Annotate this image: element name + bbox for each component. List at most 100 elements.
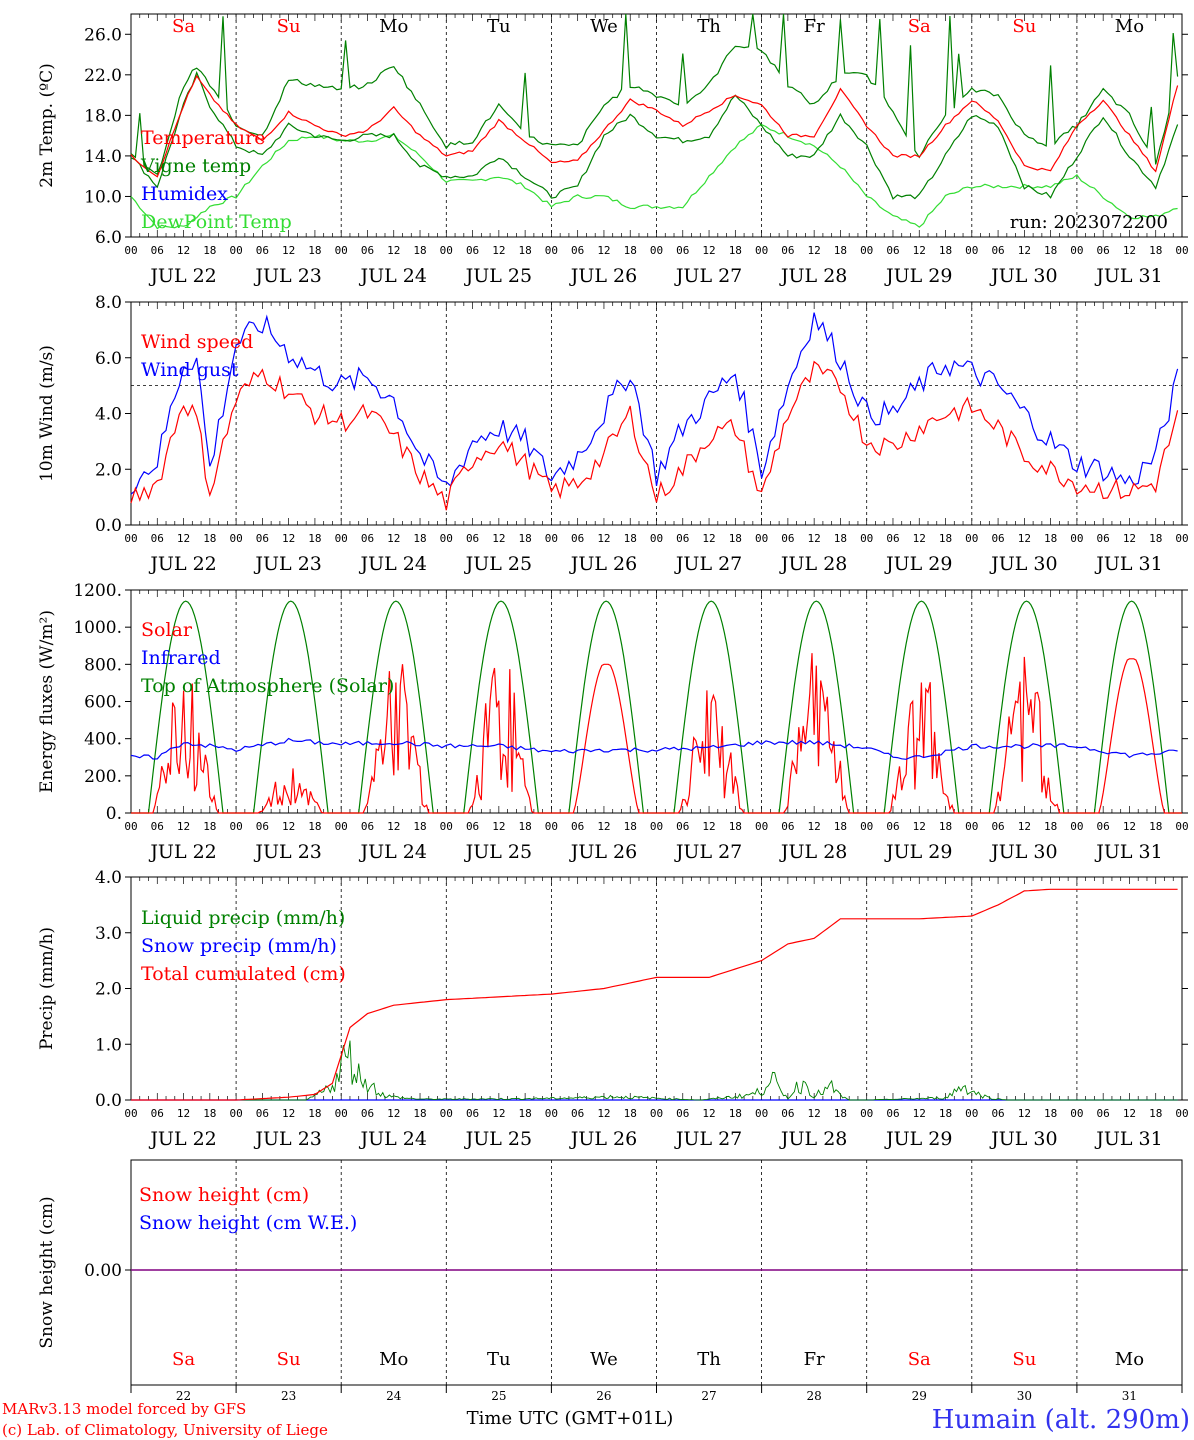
series-wind-speed (130, 360, 1179, 511)
hour-tick-label: 06 (151, 1107, 164, 1120)
hour-tick-label: 18 (308, 244, 321, 257)
y-tick-label: 2.0 (95, 980, 122, 1000)
hour-tick-label: 18 (624, 244, 637, 257)
y-tick-label: 8.0 (95, 293, 122, 313)
day-number-label: 26 (596, 1389, 611, 1403)
date-label: JUL 28 (779, 841, 847, 863)
y-tick-label: 14.0 (84, 147, 122, 167)
legend-entry: Temperature (141, 127, 265, 149)
hour-tick-label: 06 (676, 532, 689, 545)
date-label: JUL 26 (569, 553, 637, 575)
weekday-label: Su (1012, 1349, 1036, 1370)
hour-tick-label: 18 (729, 820, 742, 833)
hour-tick-label: 06 (1097, 820, 1110, 833)
weekday-label: Mo (1115, 16, 1144, 37)
y-tick-label: 2.0 (95, 460, 122, 480)
weekday-label: Fr (804, 16, 825, 37)
date-label: JUL 27 (674, 265, 742, 287)
hour-tick-label: 12 (492, 820, 505, 833)
hour-tick-label: 18 (308, 820, 321, 833)
date-label: JUL 31 (1094, 841, 1162, 863)
hour-tick-label: 06 (151, 244, 164, 257)
hour-tick-label: 06 (361, 1107, 374, 1120)
legend-entry: DewPoint Temp (141, 211, 292, 233)
hour-tick-label: 06 (151, 532, 164, 545)
weekday-label: Mo (379, 16, 408, 37)
station-title: Humain (alt. 290m) (932, 1405, 1190, 1435)
hour-tick-label: 12 (282, 244, 295, 257)
y-tick-label: 1000. (73, 618, 122, 638)
hour-tick-label: 06 (781, 532, 794, 545)
hour-tick-label: 18 (729, 532, 742, 545)
hour-tick-label: 12 (913, 820, 926, 833)
date-label: JUL 28 (779, 1128, 847, 1150)
hour-tick-label: 00 (1070, 1107, 1083, 1120)
hour-tick-label: 12 (492, 532, 505, 545)
hour-tick-label: 18 (308, 1107, 321, 1120)
date-label: JUL 22 (148, 553, 216, 575)
hour-tick-label: 12 (282, 820, 295, 833)
weekday-label: Mo (1115, 1349, 1144, 1370)
day-number-label: 27 (701, 1389, 716, 1403)
hour-tick-label: 12 (1018, 820, 1031, 833)
hour-tick-label: 06 (781, 1107, 794, 1120)
x-axis-label: Time UTC (GMT+01L) (467, 1408, 674, 1429)
date-label: JUL 25 (464, 841, 532, 863)
hour-tick-label: 00 (755, 244, 768, 257)
hour-tick-label: 12 (177, 1107, 190, 1120)
weekday-label: Th (697, 1349, 721, 1370)
date-label: JUL 22 (148, 1128, 216, 1150)
date-label: JUL 23 (253, 1128, 321, 1150)
y-tick-label: 0.0 (95, 1091, 122, 1111)
hour-tick-label: 18 (834, 244, 847, 257)
hour-tick-label: 06 (361, 532, 374, 545)
hour-tick-label: 18 (203, 244, 216, 257)
series-temperature (130, 74, 1179, 178)
legend-entry: Humidex (141, 183, 228, 205)
hour-tick-label: 06 (886, 532, 899, 545)
hour-tick-label: 00 (545, 244, 558, 257)
hour-tick-label: 18 (519, 532, 532, 545)
date-label: JUL 26 (569, 265, 637, 287)
day-number-label: 31 (1122, 1389, 1137, 1403)
hour-tick-label: 06 (256, 244, 269, 257)
hour-tick-label: 18 (413, 244, 426, 257)
hour-tick-label: 12 (597, 1107, 610, 1120)
y-axis-label: Energy fluxes (W/m²) (37, 610, 57, 793)
y-tick-label: 0.00 (84, 1261, 122, 1281)
hour-tick-label: 12 (702, 1107, 715, 1120)
hour-tick-label: 06 (991, 532, 1004, 545)
hour-tick-label: 18 (834, 532, 847, 545)
y-tick-label: 400. (84, 730, 122, 750)
hour-tick-label: 00 (440, 532, 453, 545)
series-vigne-temp (130, 70, 1179, 200)
hour-tick-label: 06 (676, 1107, 689, 1120)
hour-tick-label: 12 (177, 532, 190, 545)
hour-tick-label: 18 (1044, 532, 1057, 545)
hour-tick-label: 00 (650, 820, 663, 833)
date-label: JUL 22 (148, 841, 216, 863)
hour-tick-label: 00 (545, 532, 558, 545)
hour-tick-label: 00 (860, 1107, 873, 1120)
y-tick-label: 18.0 (84, 106, 122, 126)
date-label: JUL 31 (1094, 265, 1162, 287)
hour-tick-label: 18 (308, 532, 321, 545)
hour-tick-label: 06 (886, 820, 899, 833)
y-tick-label: 200. (84, 767, 122, 787)
hour-tick-label: 12 (492, 1107, 505, 1120)
hour-tick-label: 06 (466, 1107, 479, 1120)
hour-tick-label: 06 (151, 820, 164, 833)
legend-entry: Vigne temp (140, 155, 251, 177)
y-axis-label: Precip (mm/h) (37, 927, 57, 1050)
hour-tick-label: 18 (413, 820, 426, 833)
hour-tick-label: 06 (676, 244, 689, 257)
day-number-label: 24 (386, 1389, 402, 1403)
hour-tick-label: 00 (860, 532, 873, 545)
date-label: JUL 28 (779, 265, 847, 287)
weekday-label: Tu (487, 1349, 511, 1370)
date-label: JUL 24 (359, 1128, 427, 1150)
hour-tick-label: 12 (808, 532, 821, 545)
hour-tick-label: 00 (229, 244, 242, 257)
hour-tick-label: 18 (519, 1107, 532, 1120)
y-tick-label: 6.0 (95, 228, 122, 248)
